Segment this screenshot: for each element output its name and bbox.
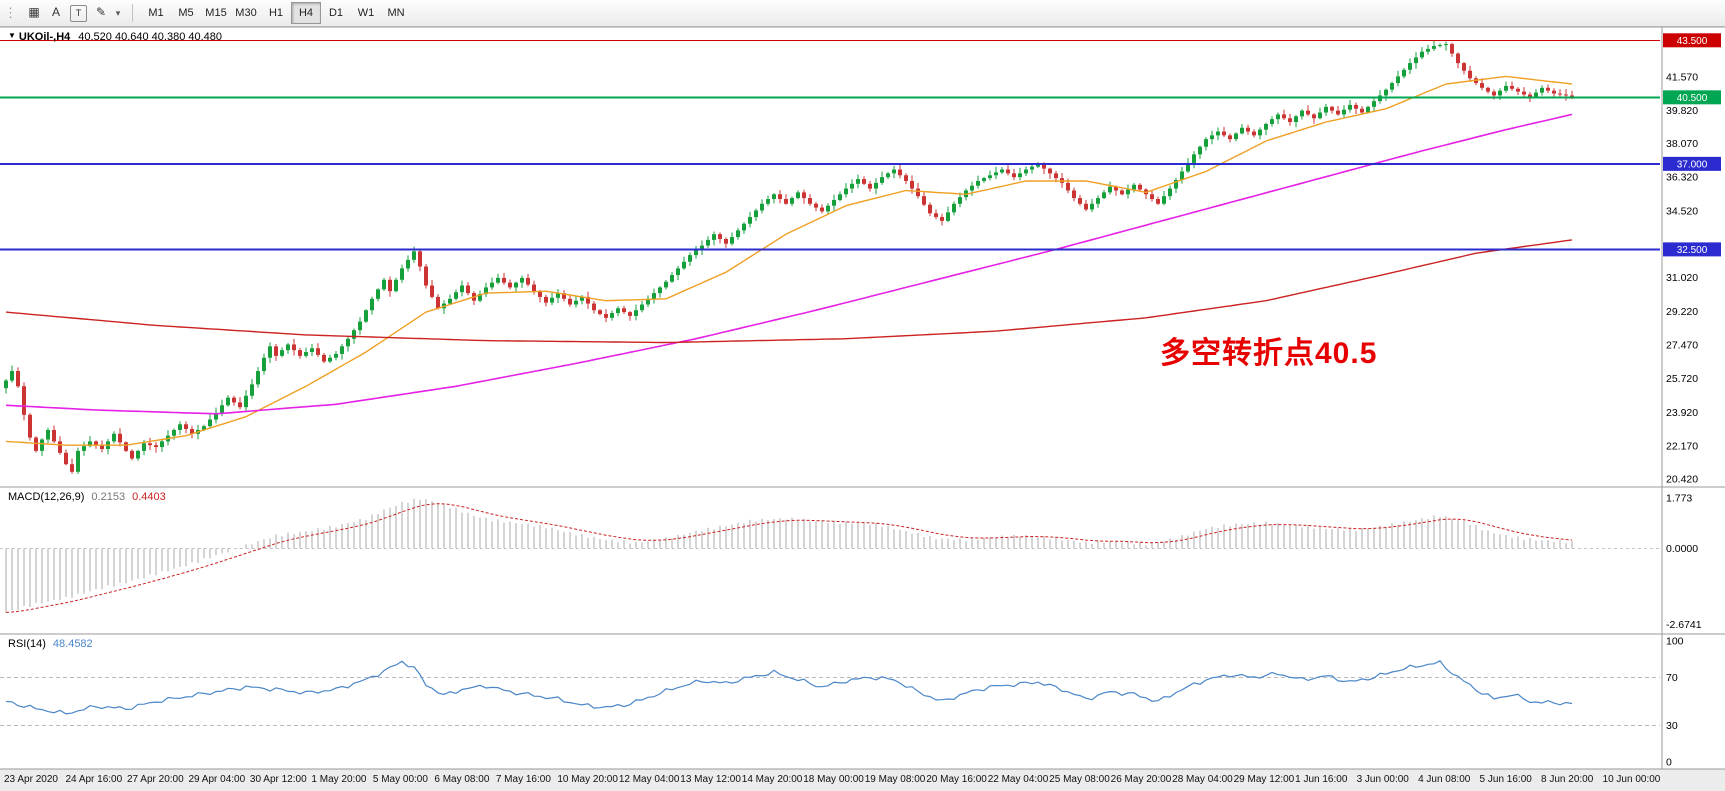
svg-text:100: 100	[1666, 636, 1684, 648]
time-axis-label: 30 Apr 12:00	[249, 774, 307, 785]
rsi-indicator-header: RSI(14) 48.4582	[8, 638, 93, 650]
ma-slow-line	[5, 239, 1573, 344]
svg-text:40.500: 40.500	[1677, 93, 1708, 104]
svg-text:27.470: 27.470	[1666, 340, 1698, 352]
timeframe-button-h1[interactable]: H1	[268, 7, 284, 19]
macd-main-value: 0.2153	[91, 491, 126, 503]
price-badge-43.500[interactable]: 43.500	[1663, 33, 1721, 48]
time-axis-label: 28 May 04:00	[1172, 774, 1233, 785]
svg-text:0.0000: 0.0000	[1666, 543, 1698, 555]
draw-tools-caret-icon[interactable]: ▾	[115, 8, 121, 19]
timeframe-button-group: M1 M5 M15 M30 H1 H4 D1 W1 MN	[141, 2, 411, 24]
toolbar: ⋮ ▦ A T ✎ ▾ M1 M5 M15 M30 H1 H4 D1 W1 MN	[0, 0, 1725, 27]
price-badge-32.500[interactable]: 32.500	[1663, 242, 1721, 257]
time-axis-label: 4 Jun 08:00	[1418, 774, 1471, 785]
time-axis-label: 26 May 20:00	[1110, 774, 1172, 785]
svg-text:30: 30	[1666, 720, 1678, 732]
time-axis-label: 23 Apr 2020	[4, 774, 58, 785]
price-axis: 41.570 39.820 38.070 36.320 34.520 31.020 29.2…	[1666, 71, 1698, 485]
macd-label: MACD(12,26,9)	[8, 491, 85, 503]
rsi-value: 48.4582	[52, 638, 93, 650]
svg-text:41.570: 41.570	[1666, 71, 1698, 83]
time-axis-label: 27 Apr 20:00	[126, 774, 184, 785]
rsi-axis: 100 70 30 0	[1666, 636, 1684, 769]
toolbar-grip[interactable]: ⋮	[4, 5, 17, 20]
timeframe-button-mn[interactable]: MN	[387, 7, 405, 19]
time-axis-label: 5 Jun 16:00	[1479, 774, 1532, 785]
svg-text:23.920: 23.920	[1666, 407, 1698, 419]
timeframe-button-m30[interactable]: M30	[235, 7, 257, 19]
ma-mid-line	[5, 113, 1573, 415]
time-axis-label: 10 Jun 00:00	[1602, 774, 1661, 785]
svg-text:34.520: 34.520	[1666, 206, 1698, 218]
timeframe-button-w1[interactable]: W1	[357, 7, 375, 19]
svg-text:20.420: 20.420	[1666, 474, 1698, 486]
time-axis-label: 19 May 08:00	[864, 774, 926, 785]
chart-symbol-header: ▼ UKOil-,H4 40.520 40.640 40.380 40.480	[8, 31, 222, 43]
timeframe-button-d1[interactable]: D1	[328, 7, 344, 19]
time-axis-label: 1 May 20:00	[311, 774, 367, 785]
time-axis-label: 29 May 12:00	[1233, 774, 1295, 785]
text-box-icon[interactable]: T	[70, 4, 87, 22]
svg-text:36.320: 36.320	[1666, 171, 1698, 183]
svg-text:37.000: 37.000	[1677, 159, 1708, 170]
time-axis-label: 12 May 04:00	[618, 774, 680, 785]
text-label-icon[interactable]: A	[51, 5, 60, 20]
timeframe-button-m1[interactable]: M1	[148, 7, 164, 19]
time-axis-label: 20 May 16:00	[926, 774, 987, 785]
time-axis: 23 Apr 2020 24 Apr 16:00 27 Apr 20:00 29 Ap…	[0, 769, 1725, 791]
symbol-timeframe-label: UKOil-,H4	[18, 31, 71, 43]
svg-text:0: 0	[1666, 757, 1672, 769]
timeframe-button-m5[interactable]: M5	[178, 7, 194, 19]
toolbar-icon-group: ▦ A T ✎ ▾	[23, 1, 124, 25]
time-axis-label: 10 May 20:00	[557, 774, 618, 785]
time-axis-label: 6 May 08:00	[434, 774, 490, 785]
time-axis-label: 3 Jun 00:00	[1356, 774, 1409, 785]
time-axis-label: 14 May 20:00	[741, 774, 803, 785]
charts-grid-icon[interactable]: ▦	[28, 5, 40, 20]
macd-histogram	[5, 498, 1573, 613]
timeframe-button-m15[interactable]: M15	[205, 7, 227, 19]
svg-text:31.020: 31.020	[1666, 272, 1698, 284]
rsi-label: RSI(14)	[8, 638, 46, 650]
price-badge-37.000[interactable]: 37.000	[1663, 156, 1721, 171]
time-axis-label: 5 May 00:00	[372, 774, 428, 785]
rsi-line	[5, 660, 1573, 715]
svg-text:70: 70	[1666, 672, 1678, 684]
svg-text:25.720: 25.720	[1666, 373, 1698, 385]
toolbar-separator	[132, 4, 133, 22]
time-axis-label: 13 May 12:00	[680, 774, 741, 785]
svg-text:43.500: 43.500	[1677, 36, 1708, 47]
svg-text:22.170: 22.170	[1666, 440, 1698, 452]
time-axis-label: 1 Jun 16:00	[1295, 774, 1348, 785]
ohlc-values: 40.520 40.640 40.380 40.480	[78, 31, 223, 43]
time-axis-label: 7 May 16:00	[495, 774, 551, 785]
price-badge-40.500[interactable]: 40.500	[1663, 90, 1721, 105]
timeframe-button-h4[interactable]: H4	[291, 2, 321, 24]
time-axis-label: 25 May 08:00	[1049, 774, 1110, 785]
svg-text:32.500: 32.500	[1677, 245, 1708, 256]
macd-indicator-header: MACD(12,26,9) 0.2153 0.4403	[8, 491, 166, 503]
annotation-text[interactable]: 多空转折点40.5	[1160, 337, 1378, 370]
time-axis-label: 8 Jun 20:00	[1541, 774, 1594, 785]
time-axis-label: 29 Apr 04:00	[188, 774, 246, 785]
svg-text:29.220: 29.220	[1666, 306, 1698, 318]
ma-fast-line	[5, 75, 1573, 446]
svg-text:1.773: 1.773	[1666, 493, 1692, 505]
time-axis-label: 18 May 00:00	[803, 774, 864, 785]
macd-axis: 1.773 0.0000 -2.6741	[1666, 493, 1702, 631]
draw-tools-icon[interactable]: ✎	[95, 5, 107, 20]
macd-signal-value: 0.4403	[132, 491, 166, 503]
time-axis-label: 24 Apr 16:00	[65, 774, 123, 785]
candlestick-series	[4, 40, 1574, 474]
time-axis-label: 22 May 04:00	[987, 774, 1049, 785]
svg-text:39.820: 39.820	[1666, 105, 1698, 117]
macd-signal-line	[5, 503, 1573, 613]
svg-text:38.070: 38.070	[1666, 138, 1698, 150]
chart-menu-icon[interactable]: ▼	[8, 31, 16, 40]
svg-text:-2.6741: -2.6741	[1666, 619, 1702, 631]
